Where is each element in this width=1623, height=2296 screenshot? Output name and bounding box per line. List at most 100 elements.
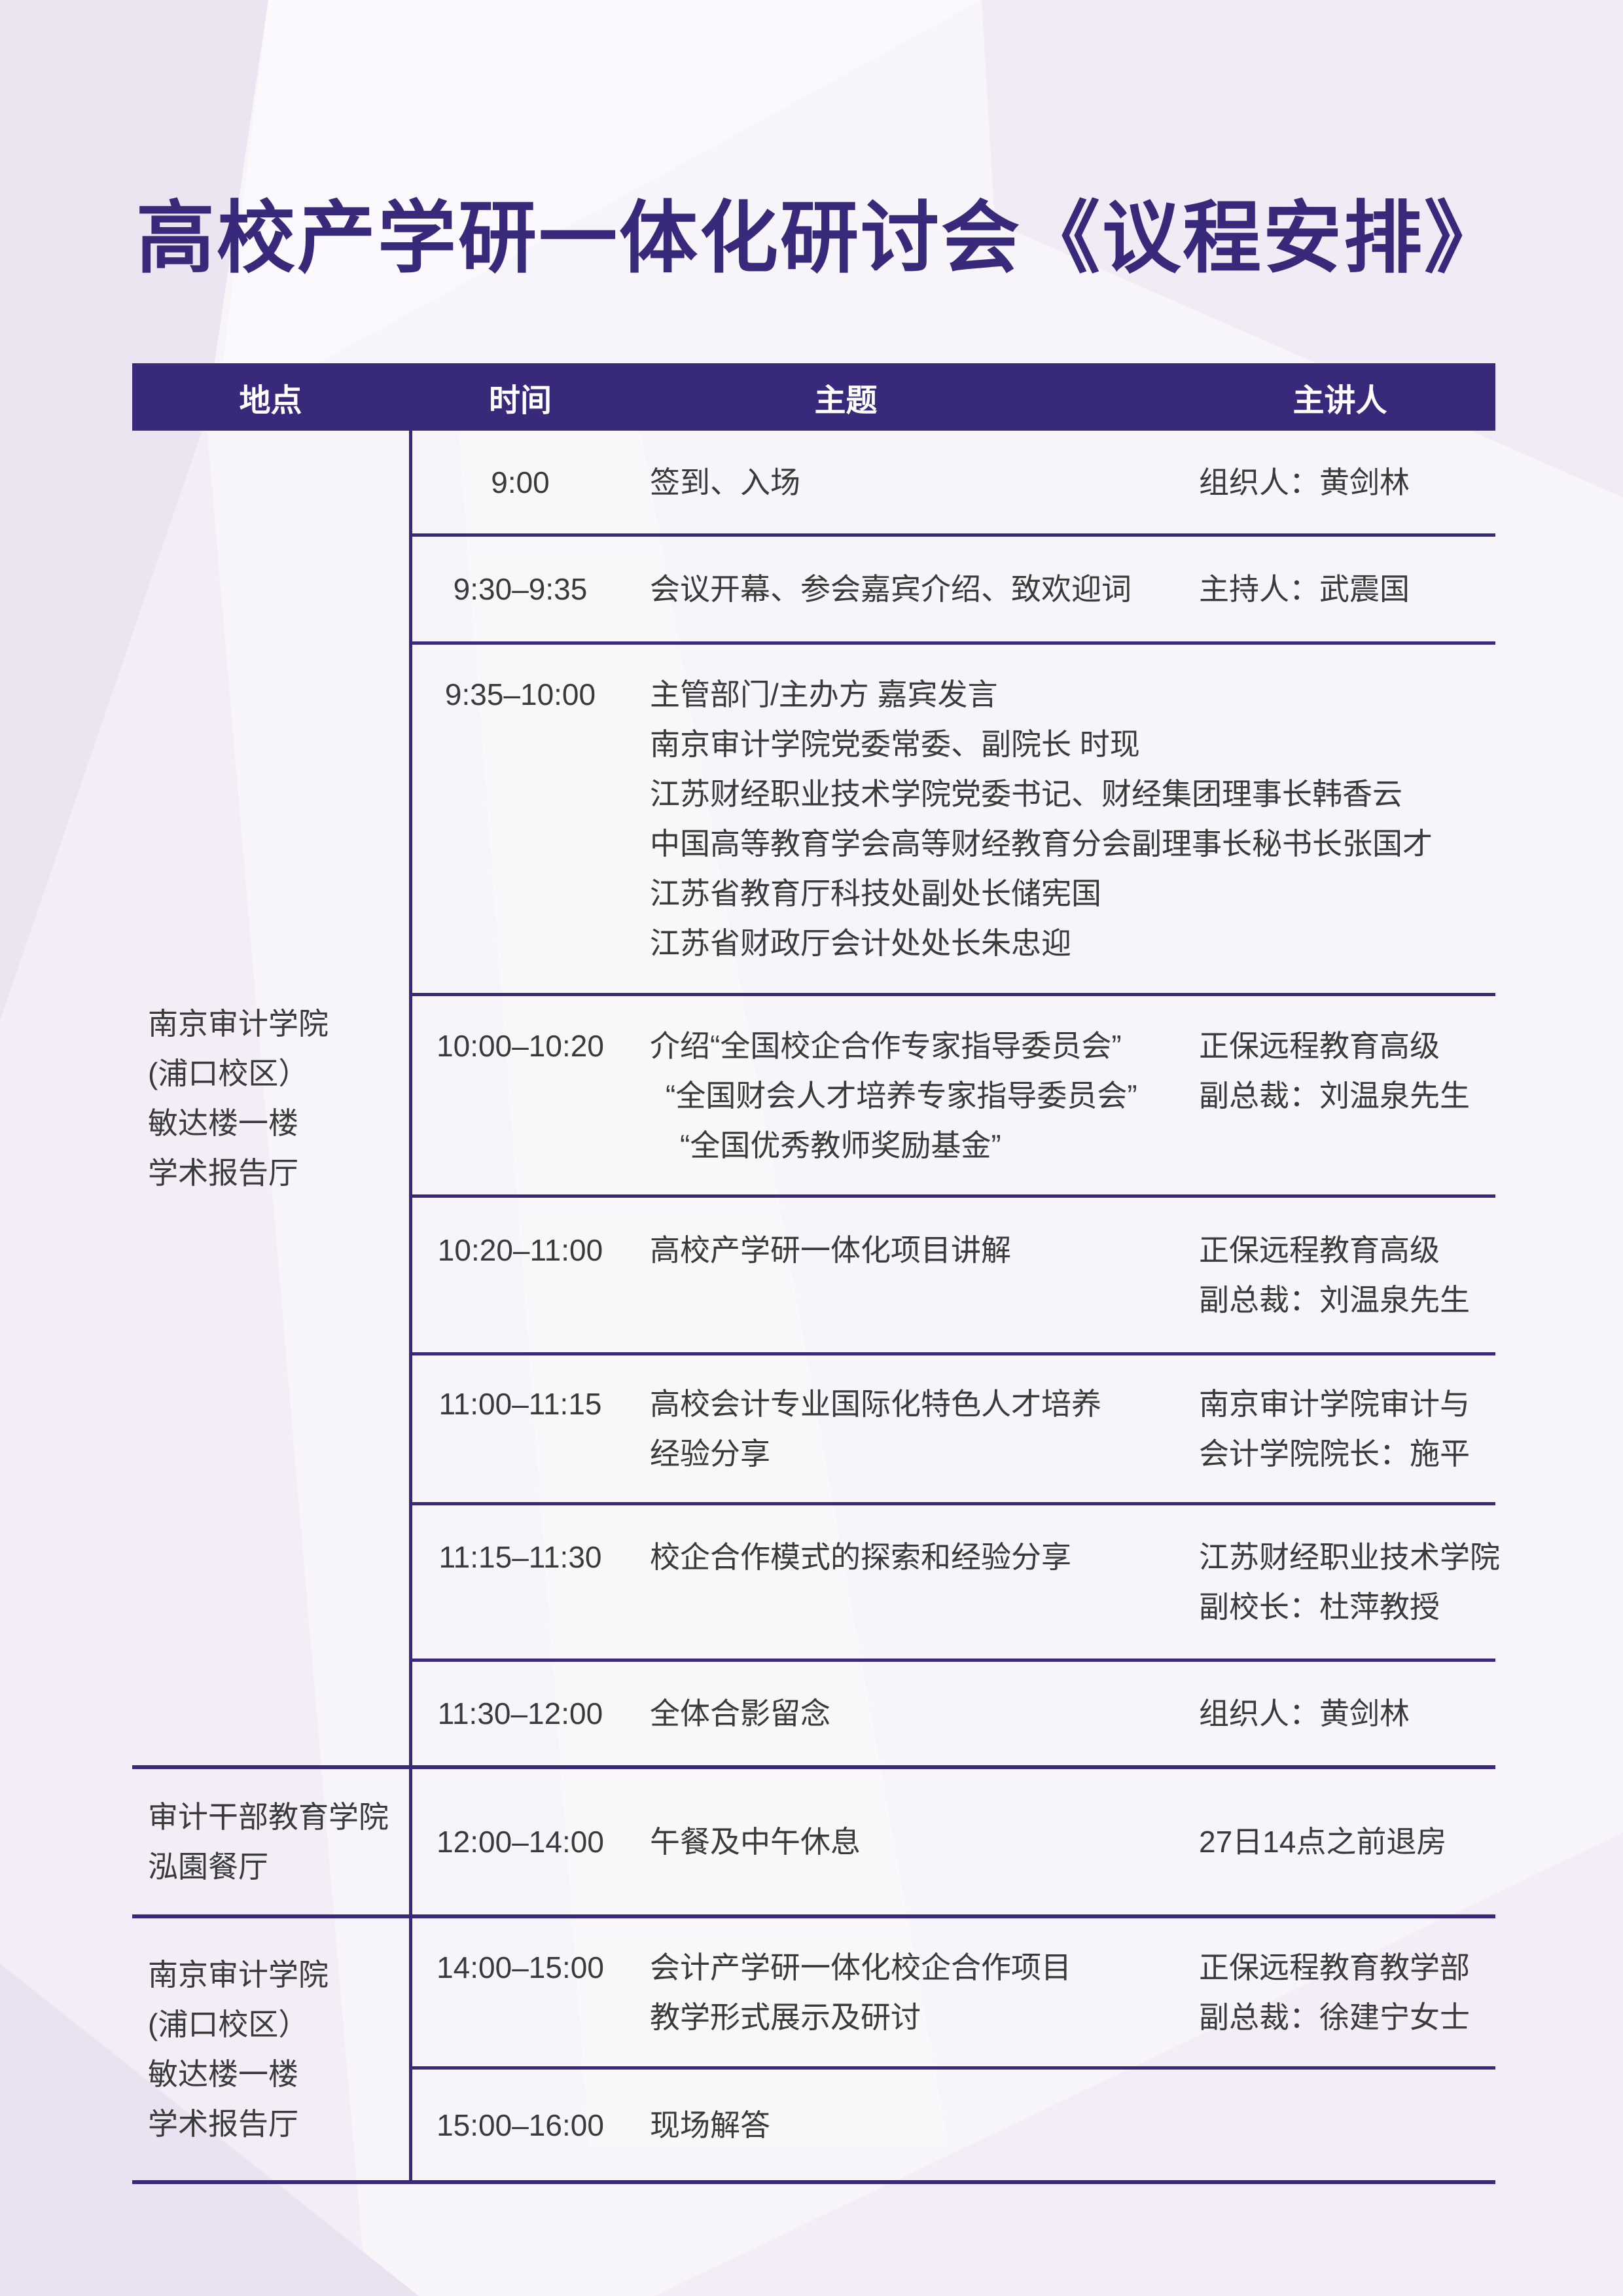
agenda-row: 10:00–10:20 介绍“全国校企合作专家指导委员会” “全国财会人才培养专家指…: [409, 993, 1495, 1194]
topic-line: 介绍“全国校企合作专家指导委员会”: [650, 1029, 1122, 1063]
page-title: 高校产学研一体化研讨会《议程安排》: [136, 195, 1505, 282]
topic-line: 签到、入场: [650, 465, 800, 499]
topic-cell: 现场解答: [632, 2100, 1185, 2150]
speaker-cell: 南京审计学院审计与 会计学院院长：施平: [1185, 1379, 1495, 1479]
agenda-row: 10:20–11:00 高校产学研一体化项目讲解 正保远程教育高级 副总裁：刘温泉先生: [409, 1194, 1495, 1352]
topic-cell: 会计产学研一体化校企合作项目 教学形式展示及研讨: [632, 1943, 1185, 2042]
location-line: 审计干部教育学院: [148, 1800, 389, 1834]
location-line: 学术报告厅: [148, 2107, 298, 2141]
speaker-line: 正保远程教育教学部: [1199, 1950, 1470, 1984]
topic-cell: 全体合影留念: [632, 1689, 1185, 1738]
speaker-line: 正保远程教育高级: [1199, 1029, 1440, 1063]
speaker-line: 副总裁：徐建宁女士: [1199, 2000, 1470, 2034]
speaker-cell: 组织人：黄剑林: [1185, 457, 1495, 507]
rows-group: 9:00 签到、入场 组织人：黄剑林 9:30–9:35 会议开幕、参会嘉宾介绍、致欢迎…: [409, 431, 1500, 1765]
speaker-cell: 27日14点之前退房: [1185, 1817, 1495, 1867]
time-cell: 9:00: [491, 465, 550, 499]
speaker-cell: 江苏财经职业技术学院 副校长：杜萍教授: [1185, 1532, 1500, 1632]
topic-line: 经验分享: [650, 1437, 770, 1471]
agenda-row: 12:00–14:00 午餐及中午休息 27日14点之前退房: [409, 1769, 1495, 1914]
location-line: 南京审计学院: [148, 1958, 329, 1992]
column-header-topic: 主题: [814, 383, 878, 418]
topic-cell: 高校会计专业国际化特色人才培养 经验分享: [632, 1379, 1185, 1479]
agenda-row: 9:00 签到、入场 组织人：黄剑林: [409, 431, 1495, 533]
topic-line: 高校产学研一体化项目讲解: [650, 1233, 1011, 1267]
time-cell: 11:15–11:30: [438, 1540, 602, 1574]
location-block: 审计干部教育学院 泓園餐厅 12:00–14:00 午餐及中午休息 27日14点之前退房: [132, 1765, 1495, 1914]
topic-line: 江苏财经职业技术学院党委书记、财经集团理事长韩香云: [650, 777, 1402, 811]
location-line: 敏达楼一楼: [148, 2057, 298, 2091]
speaker-cell: 正保远程教育教学部 副总裁：徐建宁女士: [1185, 1943, 1495, 2042]
background-light-beam: [458, 432, 949, 2147]
agenda-row: 15:00–16:00 现场解答: [409, 2066, 1495, 2180]
speaker-cell: 正保远程教育高级 副总裁：刘温泉先生: [1185, 1021, 1495, 1121]
agenda-row: 11:15–11:30 校企合作模式的探索和经验分享 江苏财经职业技术学院 副校长：杜…: [409, 1502, 1500, 1659]
agenda-row: 14:00–15:00 会计产学研一体化校企合作项目 教学形式展示及研讨 正保远程教育…: [409, 1918, 1495, 2066]
speaker-line: 主持人：武震国: [1199, 572, 1410, 606]
location-block: 南京审计学院 (浦口校区） 敏达楼一楼学术报告厅 14:00–15:00 会计产学研一体…: [132, 1914, 1495, 2180]
column-header-speaker: 主讲人: [1293, 383, 1387, 418]
agenda-row: 9:35–10:00 主管部门/主办方 嘉宾发言南京审计学院党委常委、副院长 时现…: [409, 641, 1495, 993]
location-cell: 南京审计学院 (浦口校区） 敏达楼一楼 学术报告厅: [132, 431, 409, 1765]
topic-line: 中国高等教育学会高等财经教育分会副理事长秘书长张国才: [650, 827, 1433, 861]
time-cell: 11:30–12:00: [437, 1696, 603, 1731]
speaker-line: 副总裁：刘温泉先生: [1199, 1283, 1470, 1317]
location-line: (浦口校区）: [148, 2007, 309, 2041]
topic-cell: 会议开幕、参会嘉宾介绍、致欢迎词: [632, 564, 1185, 614]
speaker-cell: 组织人：黄剑林: [1185, 1689, 1495, 1738]
rows-group: 12:00–14:00 午餐及中午休息 27日14点之前退房: [409, 1769, 1495, 1914]
time-cell: 14:00–15:00: [437, 1950, 604, 1984]
agenda-table: 地点 时间 主题 主讲人 南京审计学院 (浦口校区） 敏达楼一楼 学术报告厅 9:00 签…: [132, 363, 1500, 2184]
topic-line: 校企合作模式的探索和经验分享: [650, 1540, 1071, 1574]
background-facet-top-mid: [216, 0, 982, 419]
column-header-time: 时间: [488, 383, 552, 418]
background-facet-top-left: [0, 0, 268, 1021]
speaker-line: 27日14点之前退房: [1199, 1825, 1447, 1859]
location-cell: 审计干部教育学院 泓園餐厅: [132, 1769, 409, 1914]
location-line: 学术报告厅: [148, 1155, 298, 1190]
time-cell: 10:00–10:20: [437, 1029, 604, 1063]
topic-line: 主管部门/主办方 嘉宾发言: [650, 677, 998, 711]
time-cell: 9:30–9:35: [453, 572, 588, 606]
speaker-line: 组织人：黄剑林: [1199, 465, 1410, 499]
speaker-cell: 主持人：武震国: [1185, 564, 1495, 614]
agenda-row: 9:30–9:35 会议开幕、参会嘉宾介绍、致欢迎词 主持人：武震国: [409, 533, 1495, 641]
topic-line: 江苏省财政厅会计处处长朱忠迎: [650, 926, 1071, 960]
time-cell: 12:00–14:00: [437, 1825, 604, 1859]
topic-line: 现场解答: [650, 2108, 770, 2142]
topic-line: 江苏省教育厅科技处副处长储宪国: [650, 876, 1101, 910]
speaker-line: 正保远程教育高级: [1199, 1233, 1440, 1267]
table-header-row: 地点 时间 主题 主讲人: [132, 363, 1495, 431]
rows-group: 14:00–15:00 会计产学研一体化校企合作项目 教学形式展示及研讨 正保远程教育…: [409, 1918, 1495, 2180]
column-divider-line: [409, 431, 412, 2180]
agenda-row: 11:00–11:15 高校会计专业国际化特色人才培养 经验分享 南京审计学院审计与会…: [409, 1352, 1495, 1502]
column-header-location: 地点: [239, 383, 302, 418]
time-cell: 10:20–11:00: [437, 1233, 603, 1267]
topic-line: 全体合影留念: [650, 1696, 830, 1731]
speaker-line: 副校长：杜萍教授: [1199, 1590, 1440, 1624]
topic-cell: 主管部门/主办方 嘉宾发言南京审计学院党委常委、副院长 时现江苏财经职业技术学院…: [632, 670, 1433, 968]
topic-line: 教学形式展示及研讨: [650, 2000, 921, 2034]
topic-cell: 签到、入场: [632, 457, 1185, 507]
topic-line: 南京审计学院党委常委、副院长 时现: [650, 727, 1140, 761]
topic-cell: 高校产学研一体化项目讲解: [632, 1225, 1185, 1275]
topic-line: 午餐及中午休息: [650, 1825, 861, 1859]
topic-cell: 介绍“全国校企合作专家指导委员会” “全国财会人才培养专家指导委员会” “全国优秀教…: [632, 1021, 1185, 1170]
location-line: 敏达楼一楼: [148, 1105, 298, 1140]
speaker-line: 南京审计学院审计与: [1199, 1387, 1470, 1421]
speaker-cell: 正保远程教育高级 副总裁：刘温泉先生: [1185, 1225, 1495, 1325]
speaker-line: 组织人：黄剑林: [1199, 1696, 1410, 1731]
time-cell: 11:00–11:15: [438, 1387, 602, 1421]
topic-line: 会计产学研一体化校企合作项目: [650, 1950, 1071, 1984]
location-line: 南京审计学院: [148, 1006, 329, 1041]
topic-cell: 校企合作模式的探索和经验分享: [632, 1532, 1185, 1582]
time-cell: 9:35–10:00: [444, 677, 596, 711]
topic-line: “全国财会人才培养专家指导委员会”: [666, 1079, 1137, 1113]
location-line: 泓園餐厅: [148, 1850, 268, 1884]
table-body: 南京审计学院 (浦口校区） 敏达楼一楼 学术报告厅 9:00 签到、入场 组织人：黄剑林 9:…: [132, 431, 1500, 2184]
speaker-line: 江苏财经职业技术学院: [1199, 1540, 1500, 1574]
topic-line: 高校会计专业国际化特色人才培养: [650, 1387, 1101, 1421]
topic-line: “全国优秀教师奖励基金”: [680, 1128, 1001, 1162]
topic-line: 会议开幕、参会嘉宾介绍、致欢迎词: [650, 572, 1132, 606]
